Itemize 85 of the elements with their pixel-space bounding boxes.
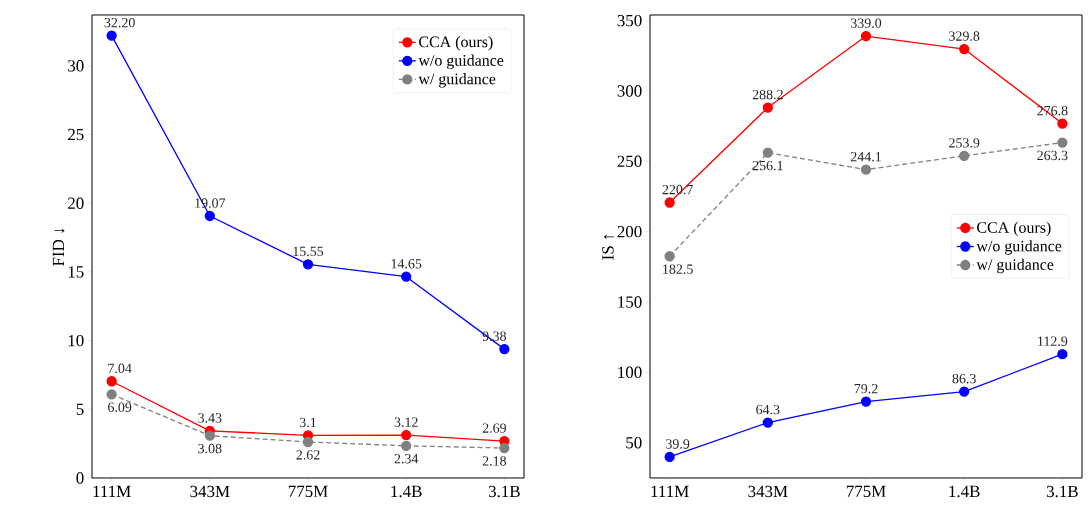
x-tick-label: 111M: [93, 485, 131, 497]
x-tick-label: 775M: [288, 485, 328, 498]
data-label: 15.55: [293, 246, 324, 257]
x-tick-label: 111M: [651, 485, 689, 497]
point: [860, 164, 872, 175]
data-label: 2.62: [296, 450, 320, 460]
point: [860, 30, 872, 42]
legend-label: w/ guidance: [418, 73, 496, 88]
data-label: 263.3: [1037, 150, 1068, 161]
y-tick-label: 15: [68, 266, 84, 278]
data-label: 86.3: [952, 373, 976, 384]
data-label: 7.04: [108, 363, 132, 374]
y-tick-label: 25: [68, 128, 84, 141]
point: [959, 386, 970, 397]
y-tick-label: 300: [617, 85, 642, 97]
data-label: 2.34: [394, 454, 419, 464]
point: [664, 451, 675, 463]
data-label: 32.20: [104, 17, 135, 28]
legend-label: w/o guidance: [418, 54, 504, 70]
y-tick-label: 0: [76, 472, 84, 484]
data-label: 64.3: [756, 404, 780, 415]
y-tick-label: 50: [626, 436, 642, 449]
y-tick-label: 200: [617, 225, 642, 238]
data-label: 244.1: [850, 151, 881, 162]
data-label: 2.18: [482, 456, 507, 466]
data-label: 3.43: [198, 413, 222, 423]
data-label: 253.9: [949, 138, 980, 148]
y-axis-title: IS ↑: [602, 234, 614, 260]
data-label: 182.5: [663, 264, 693, 274]
x-tick-label: 3.1B: [488, 485, 520, 498]
data-label: 14.65: [391, 259, 422, 269]
data-label: 79.2: [854, 383, 878, 394]
point: [762, 147, 773, 158]
point: [302, 259, 314, 270]
data-label: 3.12: [394, 417, 418, 427]
point: [302, 436, 314, 448]
point: [204, 210, 215, 222]
y-tick-label: 10: [68, 334, 84, 347]
y-tick-label: 5: [76, 403, 84, 415]
data-label: 256.1: [752, 160, 783, 171]
point: [762, 417, 773, 428]
point: [401, 271, 412, 282]
legend-label: w/ guidance: [976, 258, 1054, 274]
data-label: 288.2: [752, 89, 783, 100]
legend-label: CCA (ours): [419, 36, 493, 51]
x-tick-label: 775M: [846, 485, 886, 498]
point: [106, 30, 117, 41]
data-label: 2.69: [482, 423, 507, 433]
x-tick-label: 1.4B: [391, 485, 422, 498]
point: [1057, 118, 1068, 129]
y-tick-label: 150: [618, 296, 642, 308]
point: [401, 440, 412, 451]
data-label: 3.08: [198, 443, 222, 454]
point: [106, 376, 117, 387]
data-label: 112.9: [1038, 336, 1068, 346]
point: [499, 343, 510, 355]
data-label: 39.9: [666, 439, 690, 449]
data-label: 329.8: [949, 31, 980, 41]
point: [204, 430, 215, 441]
point: [860, 396, 872, 407]
point: [401, 429, 412, 441]
legend-label: w/o guidance: [976, 240, 1062, 255]
point: [959, 43, 970, 55]
y-tick-label: 20: [68, 197, 84, 209]
point: [499, 442, 510, 454]
x-tick-label: 343M: [748, 485, 788, 498]
legend-label: CCA (ours): [977, 221, 1051, 237]
point: [664, 197, 675, 208]
x-tick-label: 1.4B: [949, 485, 980, 498]
point: [1057, 137, 1068, 148]
data-label: 339.0: [850, 18, 882, 28]
data-label: 6.09: [108, 402, 132, 412]
x-tick-label: 343M: [190, 485, 230, 498]
y-tick-label: 100: [618, 366, 642, 379]
y-tick-label: 250: [617, 155, 642, 168]
point: [106, 389, 117, 400]
y-axis-title: FID ↓: [52, 228, 65, 266]
y-tick-label: 350: [617, 14, 642, 27]
point: [762, 102, 773, 113]
point: [664, 251, 675, 262]
data-label: 3.1: [299, 417, 316, 428]
point: [1057, 349, 1068, 360]
point: [959, 150, 970, 161]
x-tick-label: 3.1B: [1046, 485, 1078, 498]
y-tick-label: 30: [68, 60, 84, 72]
